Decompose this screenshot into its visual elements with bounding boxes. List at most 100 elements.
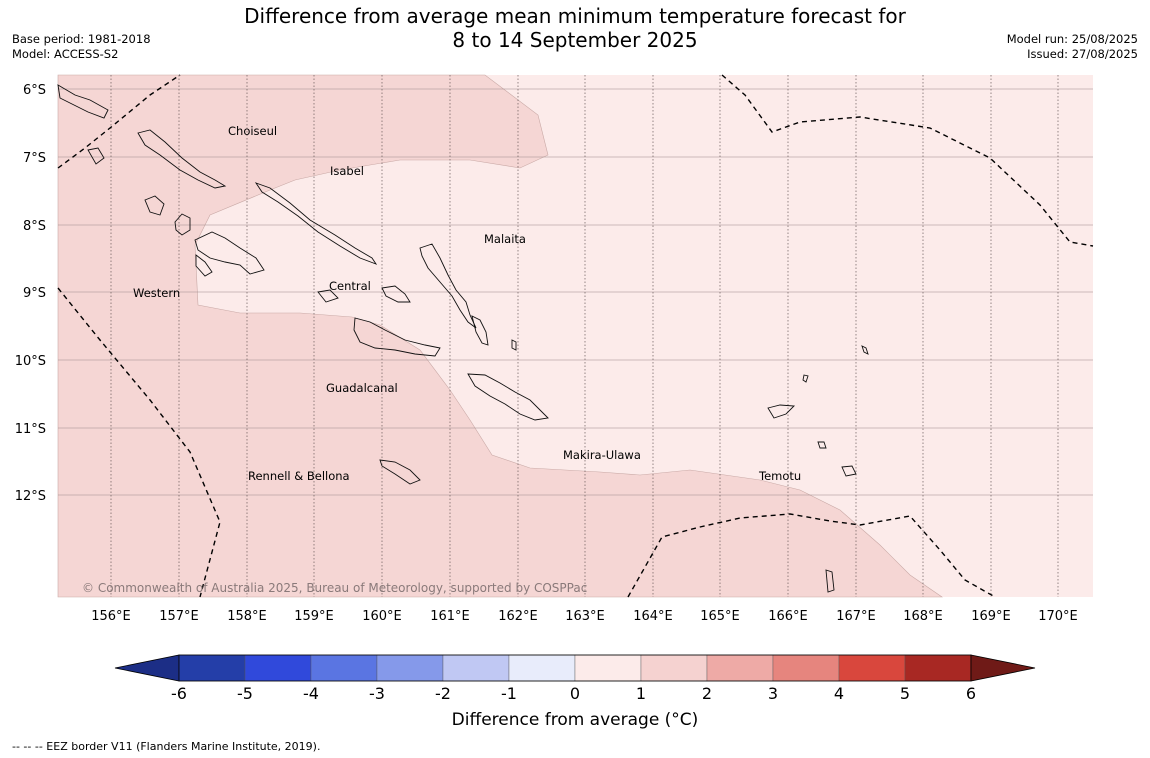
lat-label: 8°S xyxy=(23,219,46,234)
province-labels: Choiseul Isabel Malaita Western Central … xyxy=(133,124,801,483)
title-line-2: 8 to 14 September 2025 xyxy=(452,28,698,52)
lon-label: 160°E xyxy=(362,609,402,624)
place-label-isabel: Isabel xyxy=(330,164,364,178)
rennell-island xyxy=(379,459,421,485)
kolombangara-island xyxy=(174,213,191,236)
lon-label: 162°E xyxy=(498,609,538,624)
lon-label: 156°E xyxy=(91,609,131,624)
model-run: Model run: 25/08/2025 xyxy=(1006,32,1138,46)
colorbar-cell xyxy=(772,654,840,682)
guadalcanal-island xyxy=(353,317,441,357)
isabel-island xyxy=(254,182,378,265)
place-label-central: Central xyxy=(329,279,371,293)
lat-label: 7°S xyxy=(23,151,46,166)
lon-label: 168°E xyxy=(903,609,943,624)
lat-label: 12°S xyxy=(15,489,46,504)
model-name: Model: ACCESS-S2 xyxy=(12,47,119,61)
place-label-malaita: Malaita xyxy=(484,232,526,246)
longitude-lines xyxy=(110,75,1059,597)
lat-label: 9°S xyxy=(23,286,46,301)
lon-label: 167°E xyxy=(836,609,876,624)
place-label-choiseul: Choiseul xyxy=(228,124,277,138)
colorbar-tick-label: -1 xyxy=(501,684,517,703)
lon-label: 165°E xyxy=(700,609,740,624)
colorbar-cell xyxy=(904,654,972,682)
duff-island xyxy=(802,374,809,383)
colorbar-tick-label: -5 xyxy=(237,684,253,703)
colorbar-tick-label: 0 xyxy=(570,684,580,703)
shortland-island xyxy=(87,147,105,165)
map-title: Difference from average mean minimum tem… xyxy=(0,4,1150,52)
colorbar-cells xyxy=(178,654,972,682)
zone-1-2-region xyxy=(57,74,943,598)
colorbar-tick-label: 6 xyxy=(966,684,976,703)
russell-island xyxy=(317,289,339,303)
lon-label: 157°E xyxy=(159,609,199,624)
place-label-rennell-bellona: Rennell & Bellona xyxy=(248,469,350,483)
meta-right: Model run: 25/08/2025 Issued: 27/08/2025 xyxy=(1007,32,1138,62)
lon-labels: 156°E 157°E 158°E 159°E 160°E 161°E 162°… xyxy=(91,609,1078,624)
colorbar-tick-label: -3 xyxy=(369,684,385,703)
title-line-1: Difference from average mean minimum tem… xyxy=(244,4,906,28)
colorbar-extend-high xyxy=(970,654,1036,682)
colorbar-tick-label: 4 xyxy=(834,684,844,703)
latitude-lines xyxy=(58,88,1093,496)
lon-label: 169°E xyxy=(971,609,1011,624)
colorbar-ticks: -6 -5 -4 -3 -2 -1 0 1 2 3 4 5 6 xyxy=(171,684,976,703)
colorbar-tick-label: 5 xyxy=(900,684,910,703)
bougainville-coast xyxy=(57,84,109,119)
footnote: -- -- -- EEZ border V11 (Flanders Marine… xyxy=(12,740,321,753)
lon-label: 164°E xyxy=(633,609,673,624)
colorbar-cell xyxy=(508,654,576,682)
lon-label: 159°E xyxy=(294,609,334,624)
colorbar-cell xyxy=(376,654,444,682)
place-label-western: Western xyxy=(133,286,180,300)
makira-island xyxy=(467,373,549,421)
copyright-watermark: © Commonwealth of Australia 2025, Bureau… xyxy=(82,581,587,595)
lat-label: 11°S xyxy=(15,422,46,437)
reef-island xyxy=(861,345,869,355)
rendova-island xyxy=(195,254,213,277)
santa-cruz-island xyxy=(767,404,796,419)
colorbar-tick-label: -4 xyxy=(303,684,319,703)
lon-label: 166°E xyxy=(768,609,808,624)
meta-left: Base period: 1981-2018 Model: ACCESS-S2 xyxy=(12,32,151,62)
issued-date: Issued: 27/08/2025 xyxy=(1027,47,1138,61)
colorbar-cell xyxy=(640,654,708,682)
colorbar-tick-label: -6 xyxy=(171,684,187,703)
colorbar-cell xyxy=(706,654,774,682)
choiseul-island xyxy=(137,129,227,189)
maramasike-island xyxy=(471,315,489,346)
colorbar-tick-label: -2 xyxy=(435,684,451,703)
colorbar-tick-label: 3 xyxy=(768,684,778,703)
anuta-island xyxy=(825,569,835,593)
lat-labels: 6°S 7°S 8°S 9°S 10°S 11°S 12°S xyxy=(15,83,46,504)
vella-lavella-island xyxy=(144,195,165,216)
eez-border xyxy=(57,74,1094,598)
lon-label: 163°E xyxy=(565,609,605,624)
new-georgia-island xyxy=(194,231,265,275)
vanikoro-island xyxy=(817,441,827,449)
malaita-island xyxy=(419,243,477,329)
colorbar-tick-label: 2 xyxy=(702,684,712,703)
colorbar-cell xyxy=(838,654,906,682)
florida-island xyxy=(381,285,411,303)
place-label-temotu: Temotu xyxy=(758,469,801,483)
colorbar: -6 -5 -4 -3 -2 -1 0 1 2 3 4 5 6 xyxy=(114,654,1036,703)
colorbar-cell xyxy=(310,654,378,682)
colorbar-title: Difference from average (°C) xyxy=(451,710,699,730)
colorbar-cell xyxy=(442,654,510,682)
colorbar-extend-low xyxy=(114,654,180,682)
place-label-makira-ulawa: Makira-Ulawa xyxy=(563,448,641,462)
lon-label: 161°E xyxy=(430,609,470,624)
tikopia-island xyxy=(841,465,857,477)
lon-label: 170°E xyxy=(1038,609,1078,624)
base-period: Base period: 1981-2018 xyxy=(12,32,151,46)
colorbar-cell xyxy=(244,654,312,682)
lat-label: 6°S xyxy=(23,83,46,98)
place-label-guadalcanal: Guadalcanal xyxy=(326,381,398,395)
ulawa-island xyxy=(511,339,517,351)
islands xyxy=(57,84,869,593)
colorbar-cell xyxy=(574,654,642,682)
